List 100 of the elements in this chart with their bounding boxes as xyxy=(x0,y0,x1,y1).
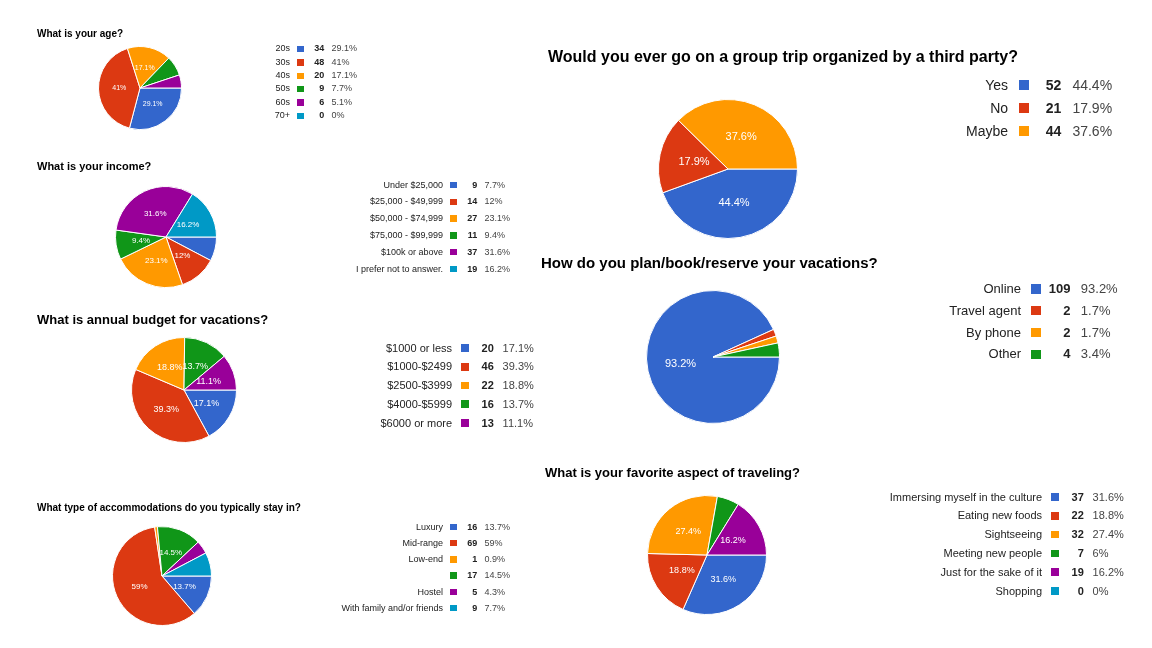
text: 20 xyxy=(480,340,495,356)
legend-label: Hostel xyxy=(416,585,445,599)
chart-title: What type of accommodations do you typically stay in? xyxy=(37,502,301,513)
legend-label: Luxury xyxy=(415,520,445,534)
text: 31.6% xyxy=(484,246,510,257)
text: 12% xyxy=(484,196,503,207)
text: 16 xyxy=(466,520,479,534)
legend-label: I prefer not to answer. xyxy=(355,262,445,276)
text: 18.8% xyxy=(1092,509,1124,522)
legend-label: $1000 or less xyxy=(385,340,454,356)
text: 9.4% xyxy=(484,229,505,240)
legend-label: 20s xyxy=(274,42,292,56)
text: 17.1% xyxy=(331,70,357,81)
chart-title: How do you plan/book/reserve your vacations? xyxy=(541,254,878,271)
text: 17 xyxy=(466,569,479,583)
text: 16.2% xyxy=(1092,565,1124,578)
text: 27.4% xyxy=(1092,528,1124,541)
text: 22 xyxy=(480,378,495,394)
text: 17.1% xyxy=(502,341,534,354)
data-label: 1.7% xyxy=(1080,323,1112,342)
data-label: 1.7% xyxy=(1080,301,1112,320)
data-label: 23.1% xyxy=(144,255,168,265)
text: 13.7% xyxy=(502,397,534,410)
text: 0 xyxy=(318,109,326,123)
legend-label: Eating new foods xyxy=(956,508,1044,524)
text: 14 xyxy=(466,195,479,209)
data-label: 7.7% xyxy=(331,82,353,96)
text: 44.4% xyxy=(1072,76,1113,93)
data-label: 14.5% xyxy=(159,548,183,558)
text: 9 xyxy=(471,178,479,192)
text: 23.1% xyxy=(484,213,510,224)
text: 69 xyxy=(466,537,479,551)
data-label: 39.3% xyxy=(153,403,180,414)
data-label: 12% xyxy=(174,251,191,261)
text: 20 xyxy=(313,69,326,83)
legend-label: Travel agent xyxy=(948,301,1023,320)
data-label: 17.9% xyxy=(678,154,710,167)
data-label: 27.4% xyxy=(675,526,701,537)
data-label: 4.3% xyxy=(484,585,506,599)
text: 4 xyxy=(1062,345,1072,364)
chart-title: What is your favorite aspect of traveling? xyxy=(545,465,800,480)
legend-label: Yes xyxy=(984,75,1010,95)
chart-title: What is your age? xyxy=(37,28,124,39)
text: 41% xyxy=(331,56,350,67)
data-label: 59% xyxy=(131,581,148,591)
legend-label: Just for the sake of it xyxy=(939,564,1044,580)
text: 37 xyxy=(1070,489,1085,505)
text: 22 xyxy=(1070,508,1085,524)
legend-label: By phone xyxy=(965,323,1023,342)
text: 46 xyxy=(480,359,495,375)
text: 39.3% xyxy=(502,360,534,373)
data-label: 9.4% xyxy=(131,236,151,246)
legend-label: $75,000 - $99,999 xyxy=(368,229,445,242)
chart-title: What is your income? xyxy=(37,160,152,172)
legend-label: 70+ xyxy=(273,109,292,123)
text: 31.6% xyxy=(1092,490,1124,503)
data-label: 18.8% xyxy=(669,565,695,576)
data-label: 31.6% xyxy=(710,574,737,585)
text: 6 xyxy=(318,95,326,109)
legend-label: 60s xyxy=(274,95,292,109)
data-label: 3.4% xyxy=(1080,345,1112,364)
text: 52 xyxy=(1044,75,1063,95)
legend-label: $6000 or more xyxy=(379,415,454,431)
text: 14.5% xyxy=(484,570,510,581)
text: 37 xyxy=(466,245,479,259)
text: 109 xyxy=(1047,280,1072,299)
text: 16 xyxy=(480,396,495,412)
data-label: 0.9% xyxy=(484,553,506,567)
text: 19 xyxy=(1070,564,1085,580)
text: 17.9% xyxy=(1072,99,1113,116)
data-label: 16.2% xyxy=(176,219,200,229)
data-label: 6% xyxy=(1092,546,1110,561)
chart-title: What is annual budget for vacations? xyxy=(37,312,269,327)
text: 18.8% xyxy=(502,379,534,392)
text: 13 xyxy=(480,415,495,431)
text: 9 xyxy=(471,601,479,615)
data-label: 16.2% xyxy=(720,534,746,545)
text: 37.6% xyxy=(1072,122,1113,139)
legend-label: $25,000 - $49,999 xyxy=(368,195,445,209)
legend-label: Online xyxy=(982,280,1023,299)
text: 2 xyxy=(1062,323,1072,342)
legend-label: Maybe xyxy=(965,121,1010,141)
text: 93.2% xyxy=(1080,281,1118,297)
legend-label: Meeting new people xyxy=(942,546,1044,561)
text: 11.1% xyxy=(502,416,533,429)
legend-label: Under $25,000 xyxy=(382,178,445,192)
legend-label: With family and/or friends xyxy=(340,601,445,615)
text: 5 xyxy=(471,585,479,599)
legend-label: $2500-$3999 xyxy=(386,378,454,394)
text: 16.2% xyxy=(484,263,510,274)
text: 29.1% xyxy=(331,43,357,54)
text: 0% xyxy=(331,110,345,121)
text: 21 xyxy=(1044,98,1063,118)
legend-label: 40s xyxy=(274,69,292,83)
text: 0% xyxy=(1092,584,1109,597)
legend-label: 50s xyxy=(274,82,292,96)
data-label: 7.7% xyxy=(484,601,506,615)
legend-label: $50,000 - $74,999 xyxy=(368,212,445,226)
text: 32 xyxy=(1070,527,1085,543)
legend-label: Immersing myself in the culture xyxy=(888,489,1044,505)
